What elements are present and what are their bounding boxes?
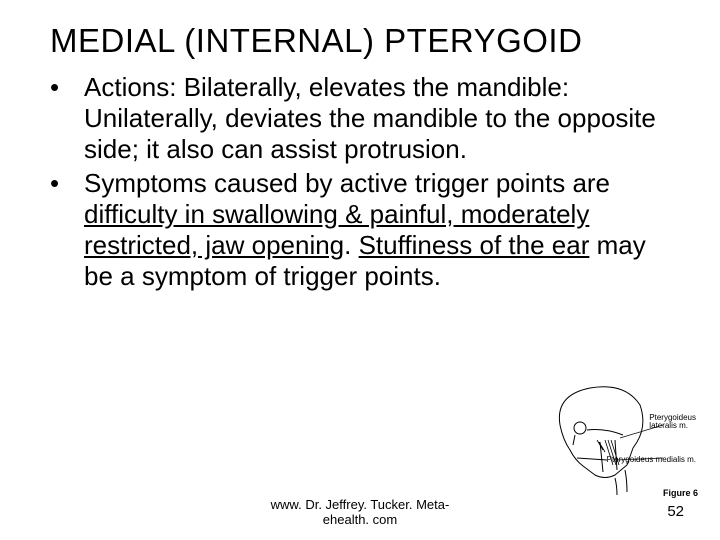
bullet-marker: • [50,168,84,293]
figure-annotation-lateralis: Pterygoideus lateralis m. [649,414,696,430]
text-run: Actions: Bilaterally, elevates the mandi… [84,72,656,164]
text-run: . [344,230,358,260]
anatomical-figure [545,380,700,500]
text-run-underlined: Stuffiness of the ear [359,230,590,260]
text-run: Symptoms caused by active trigger points… [84,168,610,198]
footer-url: www. Dr. Jeffrey. Tucker. Meta- ehealth.… [0,497,720,528]
bullet-item: • Symptoms caused by active trigger poin… [50,168,680,293]
footer-line: ehealth. com [323,512,397,527]
bullet-marker: • [50,72,84,166]
bullet-item: • Actions: Bilaterally, elevates the man… [50,72,680,166]
footer-line: www. Dr. Jeffrey. Tucker. Meta- [271,497,450,512]
slide-title: MEDIAL (INTERNAL) PTERYGOID [50,22,680,60]
page-number: 52 [667,503,684,520]
slide-container: MEDIAL (INTERNAL) PTERYGOID • Actions: B… [0,0,720,540]
figure-annotation-medialis: Pterygoideus medialis m. [607,456,696,464]
annotation-text: lateralis m. [649,421,688,430]
bullet-text: Symptoms caused by active trigger points… [84,168,680,293]
bullet-text: Actions: Bilaterally, elevates the mandi… [84,72,680,166]
slide-body: • Actions: Bilaterally, elevates the man… [50,72,680,294]
